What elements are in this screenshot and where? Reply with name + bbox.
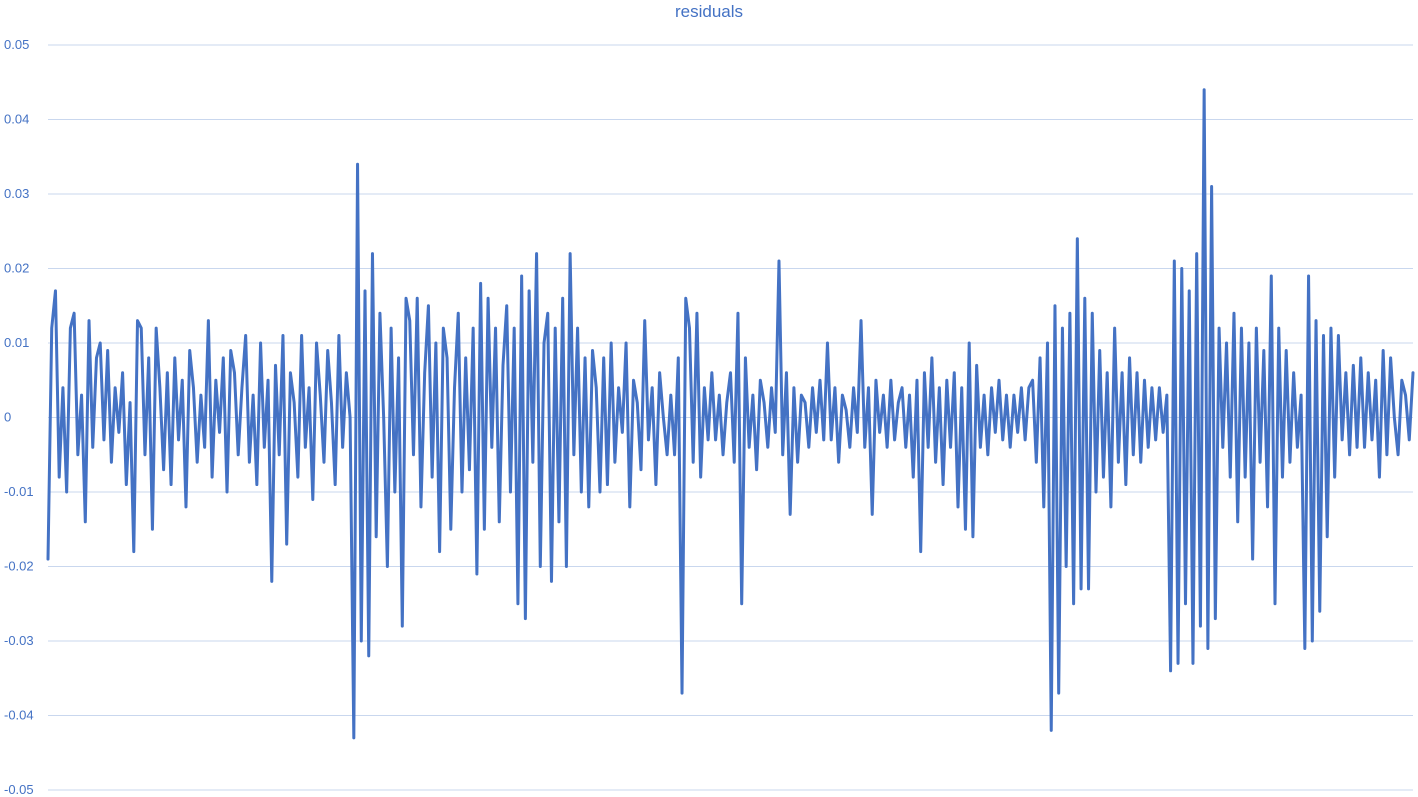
chart-title: residuals — [674, 2, 744, 21]
series-layer — [46, 88, 1415, 740]
y-tick-label: 0 — [4, 410, 11, 425]
y-tick-label: 0.05 — [4, 37, 29, 52]
y-tick-label: -0.04 — [4, 708, 34, 723]
y-tick-label: -0.05 — [4, 782, 34, 797]
y-tick-label: -0.01 — [4, 484, 34, 499]
y-tick-label: -0.02 — [4, 559, 34, 574]
y-tick-label: -0.03 — [4, 633, 34, 648]
y-tick-label: 0.03 — [4, 186, 29, 201]
y-axis-tick-labels: 0.05 0.04 0.03 0.02 0.01 0 -0.01 -0.02 -0.03 -0.0… — [4, 37, 34, 797]
y-tick-label: 0.02 — [4, 261, 29, 276]
series-line-0 — [46, 88, 1415, 740]
y-tick-label: 0.04 — [4, 112, 29, 127]
y-tick-label: 0.01 — [4, 335, 29, 350]
